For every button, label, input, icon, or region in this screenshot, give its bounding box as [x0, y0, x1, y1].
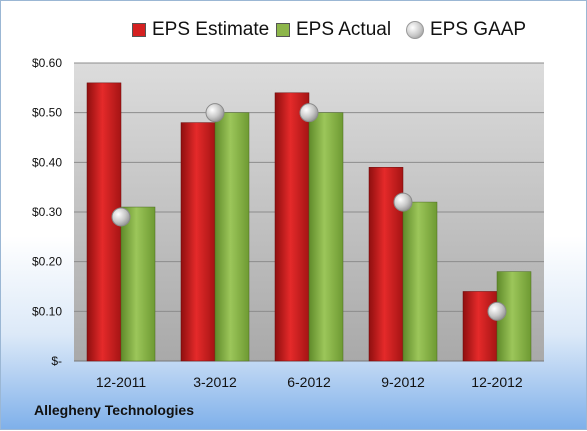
legend-swatch-actual — [276, 23, 290, 37]
x-category-label: 12-2011 — [96, 374, 147, 390]
legend-item-estimate: EPS Estimate — [132, 15, 269, 45]
company-name: Allegheny Technologies — [34, 402, 194, 418]
legend-label-estimate: EPS Estimate — [152, 19, 270, 40]
legend-item-gaap: EPS GAAP — [406, 15, 526, 45]
x-category-label: 12-2012 — [471, 374, 523, 390]
marker-eps-gaap — [393, 192, 413, 212]
x-category-label: 6-2012 — [287, 374, 331, 390]
y-tick-label: $0.60 — [32, 56, 62, 70]
bar-eps-actual — [214, 112, 250, 362]
marker-eps-gaap — [205, 103, 225, 123]
y-tick-label: $0.20 — [32, 255, 62, 269]
legend-marker-gaap — [406, 21, 424, 39]
bar-eps-estimate — [274, 92, 310, 362]
legend-swatch-estimate — [132, 23, 146, 37]
legend-label-actual: EPS Actual — [296, 19, 392, 40]
gaap-markers-layer — [111, 103, 507, 321]
y-tick-label: $0.10 — [32, 304, 62, 318]
bar-eps-estimate — [180, 122, 216, 362]
bar-eps-actual — [308, 112, 344, 362]
bar-eps-estimate — [462, 291, 498, 362]
y-tick-label: $0.50 — [32, 106, 62, 120]
x-category-label: 3-2012 — [193, 374, 237, 390]
x-axis-categories: 12-2011 3-2012 6-2012 9-2012 12-2012 — [96, 374, 523, 390]
y-tick-label: $- — [51, 354, 62, 368]
bar-eps-actual — [402, 201, 438, 362]
bars-layer — [86, 82, 532, 362]
y-tick-label: $0.30 — [32, 205, 62, 219]
legend: EPS Estimate EPS Actual EPS GAAP — [1, 15, 587, 45]
legend-label-gaap: EPS GAAP — [430, 19, 527, 40]
marker-eps-gaap — [299, 103, 319, 123]
legend-item-actual: EPS Actual — [276, 15, 391, 45]
marker-eps-gaap — [111, 207, 131, 227]
y-tick-label: $0.40 — [32, 155, 62, 169]
bar-eps-actual — [120, 206, 156, 362]
x-category-label: 9-2012 — [381, 374, 425, 390]
marker-eps-gaap — [487, 301, 507, 321]
y-axis-ticks: $- $0.10 $0.20 $0.30 $0.40 $0.50 $0.60 — [32, 56, 62, 368]
